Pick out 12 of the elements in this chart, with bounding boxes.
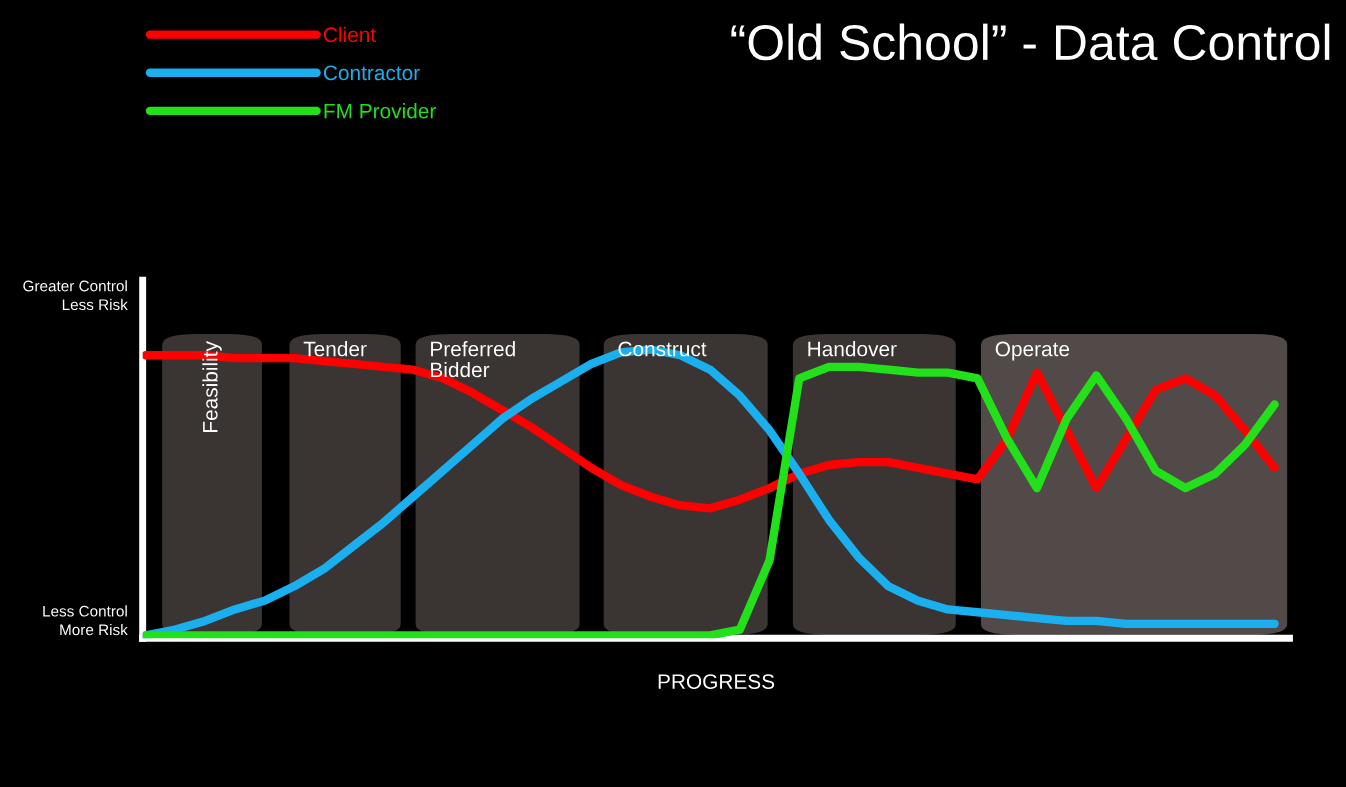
text: Greater Control Less Risk — [23, 280, 128, 311]
annotation: Preferred Bidder — [431, 341, 515, 378]
chart-title: “Old School” - Data Control — [731, 23, 1330, 61]
text: Less Control More Risk — [43, 605, 128, 636]
text: FM Provider — [324, 103, 436, 119]
annotation: Feasibility — [202, 341, 222, 432]
x-axis-title: PROGRESS — [658, 674, 775, 689]
annotation: Handover — [808, 341, 897, 357]
text: Contractor — [323, 65, 420, 81]
text: Client — [323, 26, 376, 43]
annotation: Operate — [995, 341, 1070, 361]
annotation: Tender — [303, 341, 367, 357]
